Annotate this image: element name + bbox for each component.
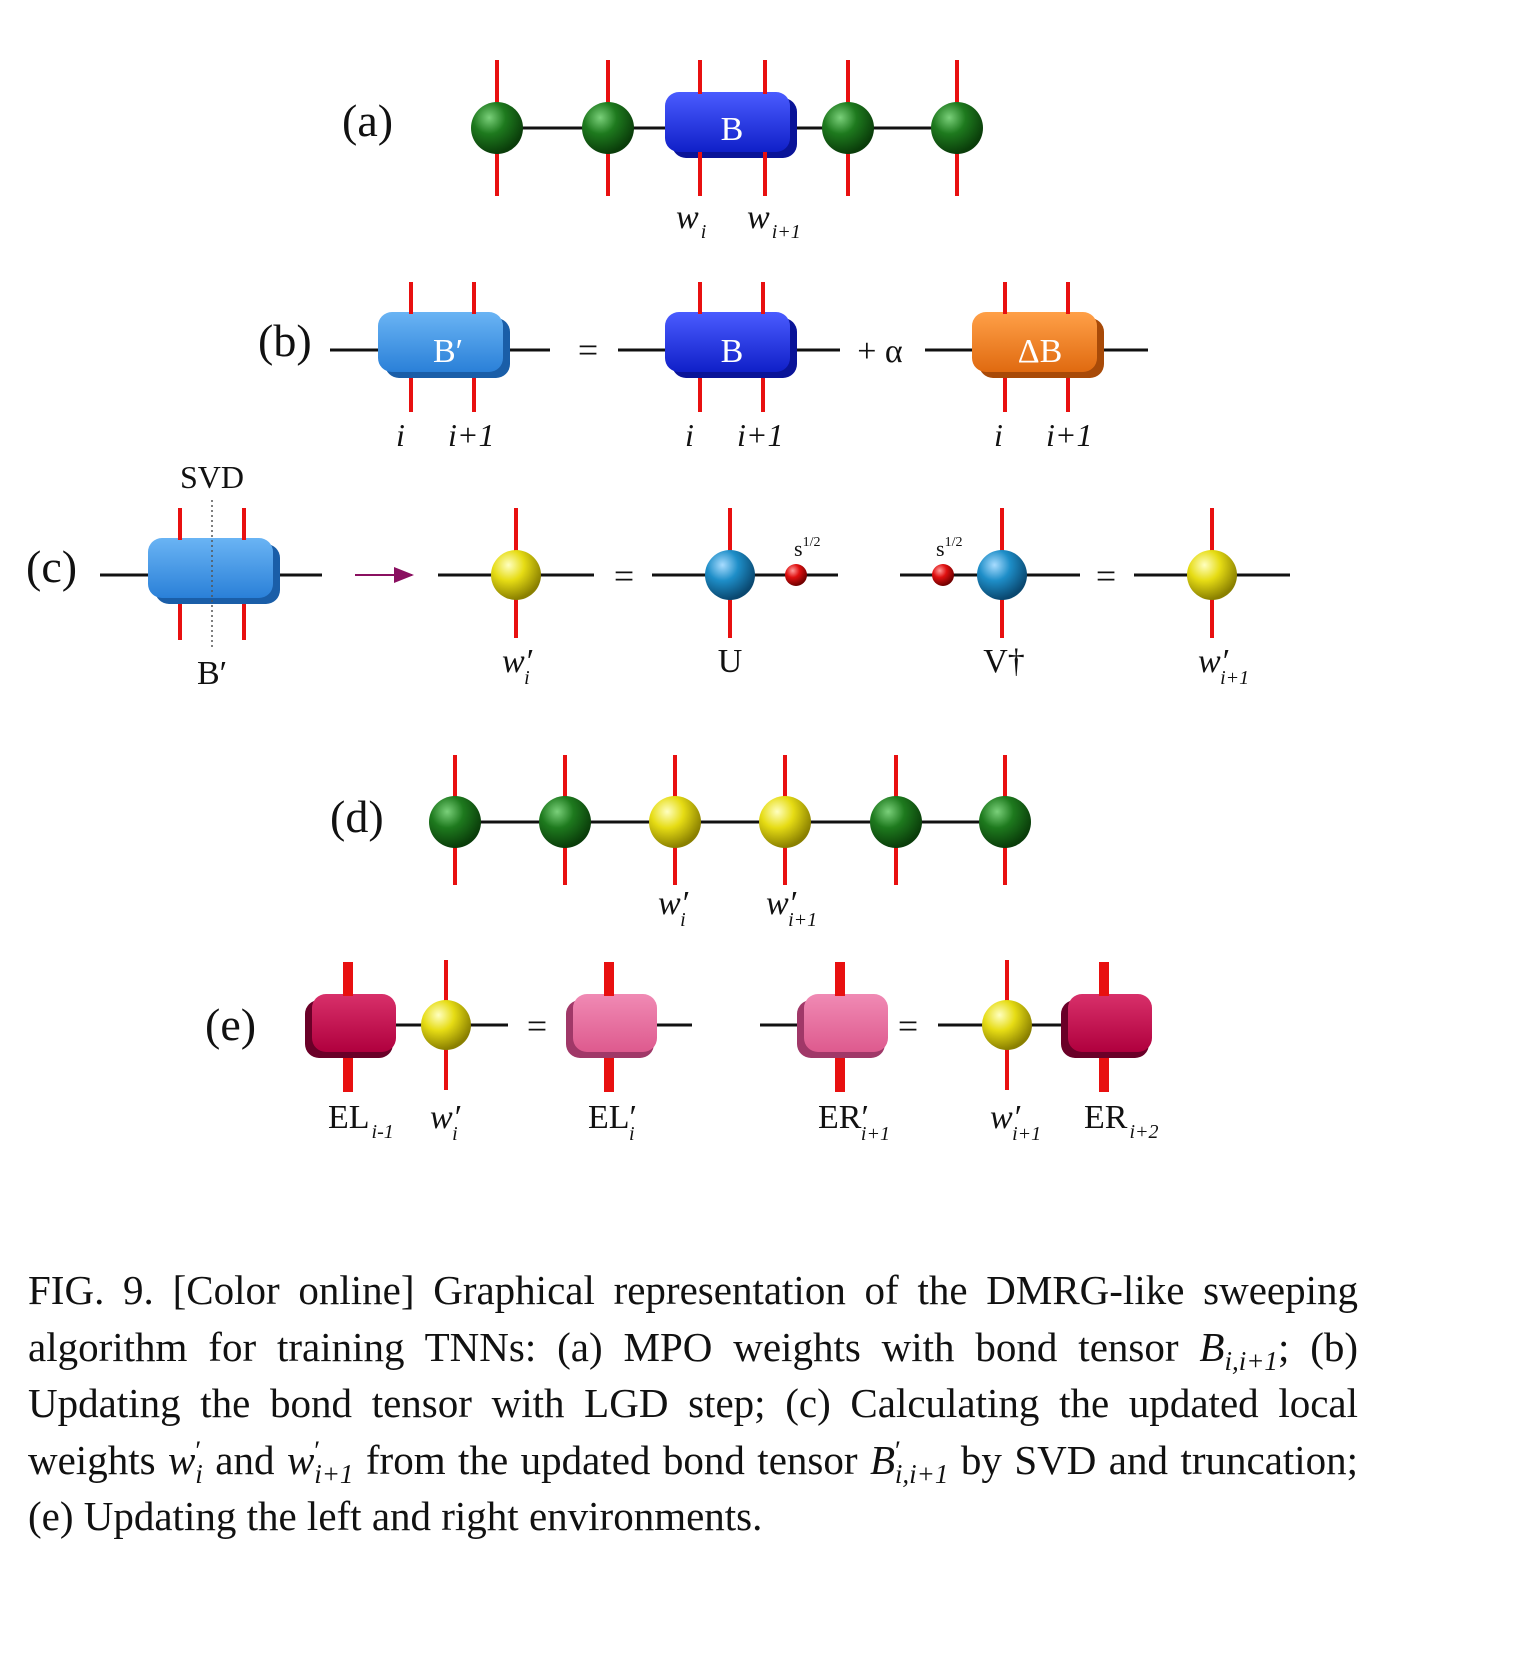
equals-sign: = (898, 1006, 918, 1046)
label-w-prime-i: w′i (502, 643, 533, 689)
svg-text:i+1: i+1 (448, 417, 494, 453)
singular-value-node (785, 564, 807, 586)
weight-node (539, 796, 591, 848)
updated-weight-node (491, 550, 541, 600)
singular-value-node (932, 564, 954, 586)
panel-b: (b) B′ = B + α (258, 282, 1148, 453)
svg-text:i+1: i+1 (737, 417, 783, 453)
label-w-prime-i1: w′i+1 (1198, 643, 1249, 689)
tensor-b: B (665, 282, 797, 412)
figure-caption: FIG. 9. [Color online] Graphical represe… (28, 1267, 1359, 1539)
index-labels-b: i i+1 i i+1 i i+1 (396, 417, 1092, 453)
b-prime-caption: B′ (197, 655, 227, 692)
weight-node (979, 796, 1031, 848)
tensor-delta-b: ΔB (972, 282, 1104, 412)
env-right-old (1061, 962, 1152, 1058)
panel-label-c: (c) (26, 541, 77, 592)
panel-d: (d) w′i w′i+1 (330, 755, 1031, 931)
plus-alpha: + α (857, 333, 903, 370)
panel-label-b: (b) (258, 315, 312, 366)
bond-tensor-b: B (665, 60, 797, 196)
label-w-prime-i: w′i (430, 1099, 461, 1145)
weight-node (471, 102, 523, 154)
panel-e: (e) = = (205, 960, 1159, 1145)
weight-node (582, 102, 634, 154)
updated-weight-node (649, 796, 701, 848)
label-el-prime: EL′i (588, 1099, 637, 1145)
svg-text:ΔB: ΔB (1018, 333, 1063, 370)
env-right-new (797, 962, 888, 1058)
svg-text:B′: B′ (433, 333, 463, 370)
tensor-label: B (721, 111, 744, 148)
updated-weight-node (421, 1000, 471, 1050)
equals-sign: = (578, 330, 598, 370)
equals-sign: = (1096, 556, 1116, 596)
u-node (705, 550, 755, 600)
label-w-prime-i1: w′i+1 (766, 885, 817, 931)
updated-weight-node (759, 796, 811, 848)
label-w-i1: w i+1 (747, 199, 801, 243)
panel-label-e: (e) (205, 999, 256, 1050)
equals-sign: = (527, 1006, 547, 1046)
panel-label-a: (a) (342, 95, 393, 146)
v-dagger-label: V† (983, 643, 1025, 680)
panel-c: (c) SVD B′ w′i = s1/2 U s1/2 V† = (26, 459, 1290, 692)
label-er-prime: ER′i+1 (818, 1099, 890, 1145)
svg-text:i: i (685, 417, 694, 453)
panel-label-d: (d) (330, 791, 384, 842)
label-w-prime-i1: w′i+1 (990, 1099, 1041, 1145)
v-dagger-node (977, 550, 1027, 600)
env-left-old (305, 962, 396, 1058)
svg-text:B: B (721, 333, 744, 370)
svg-text:i: i (994, 417, 1003, 453)
u-label: U (718, 643, 743, 680)
svd-label: SVD (180, 459, 244, 495)
weight-node (931, 102, 983, 154)
label-er: ER i+2 (1084, 1099, 1159, 1143)
weight-node (822, 102, 874, 154)
weight-node (429, 796, 481, 848)
s-half-label: s1/2 (794, 535, 820, 561)
updated-weight-node (982, 1000, 1032, 1050)
svg-text:i: i (396, 417, 405, 453)
weight-node (870, 796, 922, 848)
caption-fig-number: FIG. 9. (28, 1267, 154, 1313)
equals-sign: = (614, 556, 634, 596)
tensor-b-prime: B′ (378, 282, 510, 412)
svg-text:i+1: i+1 (1046, 417, 1092, 453)
label-el: EL i-1 (328, 1099, 394, 1143)
updated-weight-node (1187, 550, 1237, 600)
env-left-new (566, 962, 657, 1058)
label-w-prime-i: w′i (658, 885, 689, 931)
tensor-b-prime-svd (148, 508, 280, 604)
s-half-label: s1/2 (936, 535, 962, 561)
